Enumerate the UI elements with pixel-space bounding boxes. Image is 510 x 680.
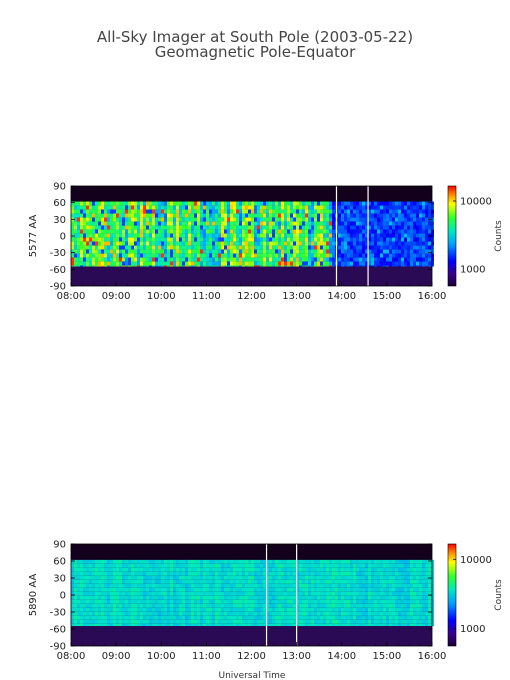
colorbar-tick-label: 1000 — [460, 265, 485, 276]
y-tick-label: -90 — [50, 642, 66, 653]
x-tick-label: 13:00 — [282, 651, 311, 662]
x-tick-label: 11:00 — [192, 291, 221, 302]
panel-5577: 08:00 09:00 10:00 11:00 12:00 13:00 14:00 15:00… — [28, 182, 504, 303]
colorbar-tick-label: 1000 — [460, 624, 485, 635]
y-tick-label: -30 — [50, 608, 66, 619]
x-tick-label: 09:00 — [102, 651, 131, 662]
figure-subtitle: Geomagnetic Pole-Equator — [155, 43, 356, 61]
colorbar-label: Counts — [494, 579, 504, 611]
x-tick-label: 09:00 — [102, 291, 131, 302]
y-axis-label: 5890 AA — [28, 574, 39, 617]
lower-band — [71, 626, 432, 646]
colorbar — [447, 543, 457, 647]
colorbar-tick-label: 10000 — [460, 555, 492, 566]
y-tick-label: -30 — [50, 248, 66, 259]
x-tick-label: 16:00 — [418, 291, 447, 302]
y-tick-label: 90 — [53, 540, 66, 551]
x-tick-label: 14:00 — [327, 651, 356, 662]
colorbar — [447, 185, 457, 287]
y-tick-label: -90 — [50, 282, 66, 293]
x-tick-label: 15:00 — [372, 651, 401, 662]
x-tick-label: 10:00 — [147, 291, 176, 302]
heatmap-area — [71, 186, 434, 286]
y-tick-label: 0 — [60, 591, 66, 602]
y-tick-label: 0 — [60, 232, 66, 243]
heatmap-cells — [71, 201, 434, 267]
x-tick-label: 13:00 — [282, 291, 311, 302]
y-tick-label: -60 — [50, 625, 66, 636]
x-tick-label: 08:00 — [57, 651, 86, 662]
heatmap-cells — [71, 559, 434, 627]
y-axis-label: 5577 AA — [28, 215, 39, 258]
y-tick-label: -60 — [50, 265, 66, 276]
x-tick-label: 15:00 — [372, 291, 401, 302]
colorbar-tick-label: 10000 — [460, 197, 492, 208]
x-tick-label: 12:00 — [237, 291, 266, 302]
panel-5890: 08:00 09:00 10:00 11:00 12:00 13:00 14:00 15:00… — [28, 540, 504, 663]
y-tick-label: 60 — [53, 557, 66, 568]
figure-title: All-Sky Imager at South Pole (2003-05-22… — [97, 28, 413, 46]
y-tick-label: 60 — [53, 198, 66, 209]
y-tick-label: 30 — [53, 215, 66, 226]
x-tick-label: 14:00 — [327, 291, 356, 302]
x-tick-label: 08:00 — [57, 291, 86, 302]
y-tick-label: 30 — [53, 574, 66, 585]
heatmap-area — [71, 544, 434, 646]
x-tick-label: 16:00 — [418, 651, 447, 662]
colorbar-label: Counts — [494, 220, 504, 252]
x-tick-label: 10:00 — [147, 651, 176, 662]
x-tick-label: 11:00 — [192, 651, 221, 662]
x-tick-label: 12:00 — [237, 651, 266, 662]
lower-band — [71, 266, 432, 286]
y-tick-label: 90 — [53, 182, 66, 193]
x-axis-label: Universal Time — [219, 671, 286, 680]
